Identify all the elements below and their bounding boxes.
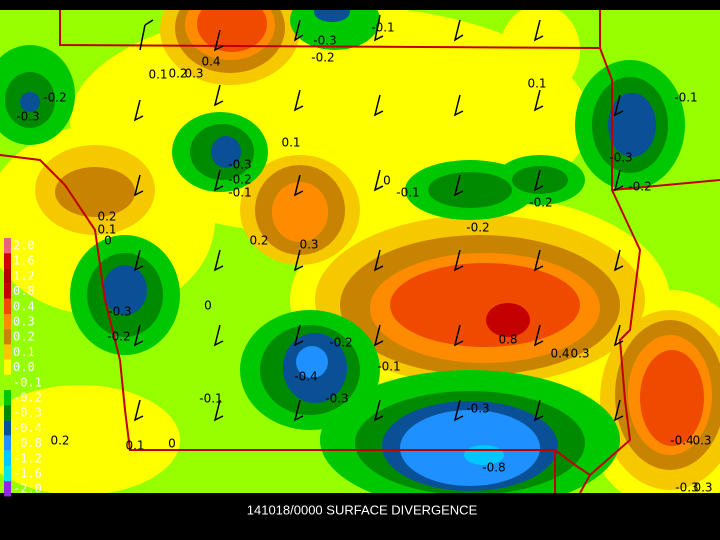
legend-swatch <box>4 283 11 299</box>
contour-fill <box>0 10 720 493</box>
legend-swatch <box>4 450 11 466</box>
legend-swatch <box>4 405 11 421</box>
legend-swatch <box>4 435 11 451</box>
legend-swatch <box>4 481 11 497</box>
legend-label: -0.1 <box>13 375 42 389</box>
contour-label: 0 <box>168 437 176 451</box>
legend-swatch <box>4 466 11 482</box>
contour-label: 0.2 <box>249 234 268 248</box>
legend: 2.01.61.20.80.40.30.20.10.0-0.1-0.2-0.3-… <box>4 238 42 497</box>
contour-label: -0.2 <box>311 51 334 65</box>
contour-label: -0.2 <box>529 196 552 210</box>
contour-label: 0.3 <box>693 481 712 495</box>
contour-label: -0.3 <box>16 110 39 124</box>
contour-label: -0.8 <box>482 461 505 475</box>
contour-label: -0.1 <box>674 91 697 105</box>
state-borders <box>0 10 720 494</box>
contour-label: -0.2 <box>43 91 66 105</box>
legend-swatch <box>4 238 11 254</box>
contour-label: 0.4 <box>550 347 569 361</box>
contour-label: -0.3 <box>466 402 489 416</box>
contour-label: 0 <box>383 174 391 188</box>
legend-label: -1.2 <box>13 451 42 465</box>
contour-label: -0.2 <box>628 180 651 194</box>
contour-label: 0.1 <box>527 77 546 91</box>
contour-label: -0.3 <box>609 151 632 165</box>
contour-label: 0.1 <box>148 68 167 82</box>
wind-barbs <box>133 14 624 422</box>
legend-swatch <box>4 268 11 284</box>
legend-label: -1.6 <box>13 467 42 481</box>
contour-label: 0.1 <box>281 136 300 150</box>
contour-label: 0.3 <box>184 67 203 81</box>
contour-label: -0.3 <box>108 305 131 319</box>
legend-label: -2.0 <box>13 482 42 496</box>
legend-swatch <box>4 344 11 360</box>
legend-label: 0.4 <box>13 299 35 313</box>
legend-label: 0.3 <box>13 315 35 329</box>
legend-label: 1.2 <box>13 269 35 283</box>
legend-swatch <box>4 374 11 390</box>
contour-label: -0.2 <box>466 221 489 235</box>
contour-label: -0.3 <box>325 392 348 406</box>
contour-label: -0.1 <box>396 186 419 200</box>
legend-label: 0.1 <box>13 345 35 359</box>
contour-label: 0.2 <box>50 434 69 448</box>
contour-label: -0.2 <box>329 336 352 350</box>
caption: 141018/0000 SURFACE DIVERGENCE <box>247 502 478 517</box>
contour-label: 0.2 <box>168 67 187 81</box>
contour-label: 0.1 <box>97 223 116 237</box>
contour-label: -0.2 <box>107 330 130 344</box>
legend-swatch <box>4 314 11 330</box>
legend-label: -0.2 <box>13 391 42 405</box>
legend-swatch <box>4 253 11 269</box>
legend-label: 0.0 <box>13 360 35 374</box>
legend-label: -0.8 <box>13 436 42 450</box>
legend-label: 1.6 <box>13 254 35 268</box>
legend-swatch <box>4 390 11 406</box>
contour-labels: 0.4-0.3-0.20.1 0.20.3-0.3-0.1-0.20.1-0.10… <box>16 21 712 495</box>
legend-label: 0.2 <box>13 330 35 344</box>
legend-swatch <box>4 420 11 436</box>
legend-label: 0.8 <box>13 284 35 298</box>
legend-swatch <box>4 298 11 314</box>
contour-label: 0.3 <box>299 238 318 252</box>
contour-label: 0 <box>204 299 212 313</box>
legend-swatch <box>4 329 11 345</box>
contour-label: -0.2 <box>228 173 251 187</box>
contour-label: 0.4 <box>201 55 220 69</box>
contour-label: -0.3 <box>675 481 698 495</box>
contour-label: -0.1 <box>199 392 222 406</box>
contour-label: -0.1 <box>371 21 394 35</box>
legend-label: 2.0 <box>13 239 35 253</box>
contour-label: -0.1 <box>377 360 400 374</box>
contour-label: -0.4 <box>294 370 317 384</box>
contour-label: 0.3 <box>692 434 711 448</box>
contour-label: -0.1 <box>228 186 251 200</box>
contour-label: -0.3 <box>228 158 251 172</box>
legend-swatch <box>4 359 11 375</box>
contour-label: 0.3 <box>570 347 589 361</box>
contour-label: 0.8 <box>498 333 517 347</box>
contour-label: 0 <box>104 234 112 248</box>
legend-label: -0.4 <box>13 421 42 435</box>
contour-label: 0.1 <box>125 439 144 453</box>
legend-label: -0.3 <box>13 406 42 420</box>
contour-label: 0.2 <box>97 210 116 224</box>
contour-label: -0.4 <box>670 434 693 448</box>
contour-label: -0.3 <box>313 34 336 48</box>
